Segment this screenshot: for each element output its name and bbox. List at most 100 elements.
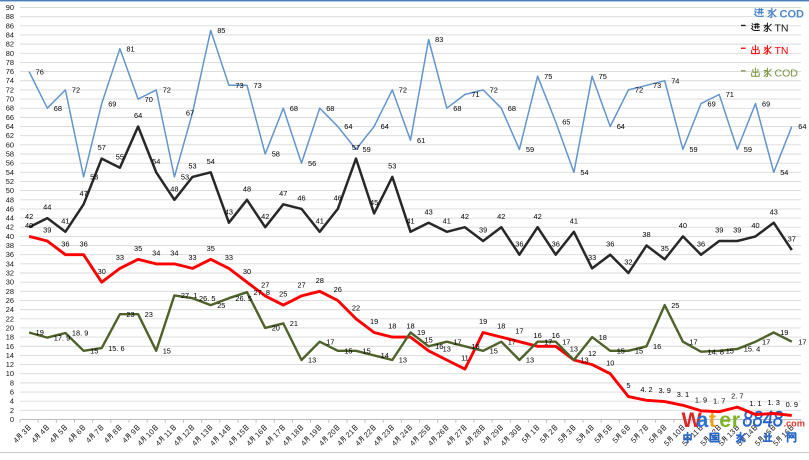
svg-text:65: 65 bbox=[562, 118, 570, 127]
svg-text:42: 42 bbox=[461, 212, 469, 221]
svg-text:46: 46 bbox=[334, 194, 342, 203]
svg-text:60: 60 bbox=[6, 140, 14, 149]
svg-text:34: 34 bbox=[6, 259, 14, 268]
svg-text:41: 41 bbox=[406, 216, 414, 225]
svg-text:COD: COD bbox=[780, 9, 805, 21]
svg-text:50: 50 bbox=[6, 186, 14, 195]
svg-text:5: 5 bbox=[520, 436, 529, 445]
svg-text:4: 4 bbox=[390, 439, 399, 448]
svg-text:13: 13 bbox=[526, 356, 534, 365]
svg-text:72: 72 bbox=[72, 86, 80, 95]
svg-text:54: 54 bbox=[152, 157, 160, 166]
svg-text:53: 53 bbox=[90, 173, 98, 182]
svg-text:4: 4 bbox=[245, 439, 254, 448]
svg-text:5: 5 bbox=[753, 439, 762, 448]
svg-text:70: 70 bbox=[6, 95, 14, 104]
svg-text:8: 8 bbox=[10, 378, 14, 387]
svg-text:3: 3 bbox=[565, 427, 574, 436]
svg-text:25: 25 bbox=[217, 301, 225, 310]
svg-text:25: 25 bbox=[671, 301, 679, 310]
svg-text:15: 15 bbox=[344, 347, 352, 356]
svg-text:48: 48 bbox=[243, 184, 251, 193]
svg-text:16: 16 bbox=[6, 342, 14, 351]
svg-text:21: 21 bbox=[290, 319, 298, 328]
svg-text:71: 71 bbox=[471, 90, 479, 99]
svg-text:1: 1 bbox=[528, 427, 537, 436]
svg-text:45: 45 bbox=[370, 198, 378, 207]
svg-text:4: 4 bbox=[263, 439, 272, 448]
svg-text:2: 2 bbox=[10, 406, 14, 415]
svg-text:17: 17 bbox=[798, 337, 806, 346]
svg-text:33: 33 bbox=[188, 253, 196, 262]
svg-text:3: 3 bbox=[20, 427, 29, 436]
svg-text:17: 17 bbox=[762, 337, 770, 346]
svg-text:15: 15 bbox=[424, 335, 432, 344]
svg-text:53: 53 bbox=[188, 162, 196, 171]
svg-text:4: 4 bbox=[10, 397, 14, 406]
svg-text:1. 1: 1. 1 bbox=[749, 399, 761, 408]
svg-text:42: 42 bbox=[497, 212, 505, 221]
svg-text:40: 40 bbox=[25, 221, 33, 230]
svg-text:30: 30 bbox=[6, 278, 14, 287]
svg-text:30: 30 bbox=[243, 267, 251, 276]
svg-text:9: 9 bbox=[129, 427, 138, 436]
svg-text:36: 36 bbox=[6, 250, 14, 259]
svg-text:17: 17 bbox=[326, 337, 334, 346]
svg-text:a: a bbox=[696, 408, 709, 432]
svg-text:4: 4 bbox=[335, 439, 344, 448]
svg-text:4: 4 bbox=[38, 427, 47, 436]
svg-text:23: 23 bbox=[126, 310, 134, 319]
svg-text:W: W bbox=[682, 408, 703, 432]
svg-text:35: 35 bbox=[134, 244, 142, 253]
svg-text:76: 76 bbox=[6, 67, 14, 76]
svg-text:33: 33 bbox=[116, 253, 124, 262]
svg-text:19: 19 bbox=[417, 328, 425, 337]
svg-text:39: 39 bbox=[715, 226, 723, 235]
svg-text:1. 9: 1. 9 bbox=[695, 395, 707, 404]
svg-text:69: 69 bbox=[108, 99, 116, 108]
svg-text:34: 34 bbox=[170, 249, 178, 258]
svg-text:5: 5 bbox=[662, 439, 671, 448]
svg-text:39: 39 bbox=[43, 226, 51, 235]
svg-text:68: 68 bbox=[326, 104, 334, 113]
svg-text:64: 64 bbox=[381, 122, 389, 131]
svg-text:85: 85 bbox=[217, 26, 225, 35]
svg-text:72: 72 bbox=[635, 86, 643, 95]
svg-text:4: 4 bbox=[190, 439, 199, 448]
svg-text:55: 55 bbox=[116, 152, 124, 161]
svg-text:10: 10 bbox=[606, 358, 614, 367]
svg-text:4: 4 bbox=[136, 439, 145, 448]
svg-text:12: 12 bbox=[6, 360, 14, 369]
svg-text:17: 17 bbox=[508, 337, 516, 346]
svg-text:40: 40 bbox=[751, 221, 759, 230]
svg-text:27. 1: 27. 1 bbox=[181, 291, 197, 300]
svg-text:4: 4 bbox=[444, 439, 453, 448]
svg-text:74: 74 bbox=[6, 76, 14, 85]
svg-text:39: 39 bbox=[479, 226, 487, 235]
svg-text:16: 16 bbox=[471, 342, 479, 351]
svg-text:3. 1: 3. 1 bbox=[677, 390, 689, 399]
svg-text:5: 5 bbox=[538, 436, 547, 445]
svg-text:14: 14 bbox=[381, 351, 389, 360]
svg-text:18. 9: 18. 9 bbox=[72, 329, 88, 338]
svg-text:9: 9 bbox=[655, 427, 664, 436]
svg-text:39: 39 bbox=[733, 226, 741, 235]
svg-text:13: 13 bbox=[443, 345, 451, 354]
svg-text:22: 22 bbox=[6, 314, 14, 323]
svg-text:48: 48 bbox=[170, 184, 178, 193]
svg-text:4: 4 bbox=[372, 439, 381, 448]
svg-text:68: 68 bbox=[54, 104, 62, 113]
svg-text:35: 35 bbox=[661, 244, 669, 253]
svg-text:26: 26 bbox=[334, 285, 342, 294]
svg-text:12: 12 bbox=[588, 349, 596, 358]
svg-text:82: 82 bbox=[6, 40, 14, 49]
svg-text:4: 4 bbox=[208, 439, 217, 448]
svg-text:5: 5 bbox=[574, 436, 583, 445]
svg-text:36: 36 bbox=[515, 239, 523, 248]
svg-text:5: 5 bbox=[611, 436, 620, 445]
svg-text:3. 9: 3. 9 bbox=[659, 386, 671, 395]
svg-text:15: 15 bbox=[163, 347, 171, 356]
svg-text:4: 4 bbox=[462, 439, 471, 448]
svg-text:54: 54 bbox=[6, 168, 14, 177]
svg-text:43: 43 bbox=[424, 207, 432, 216]
